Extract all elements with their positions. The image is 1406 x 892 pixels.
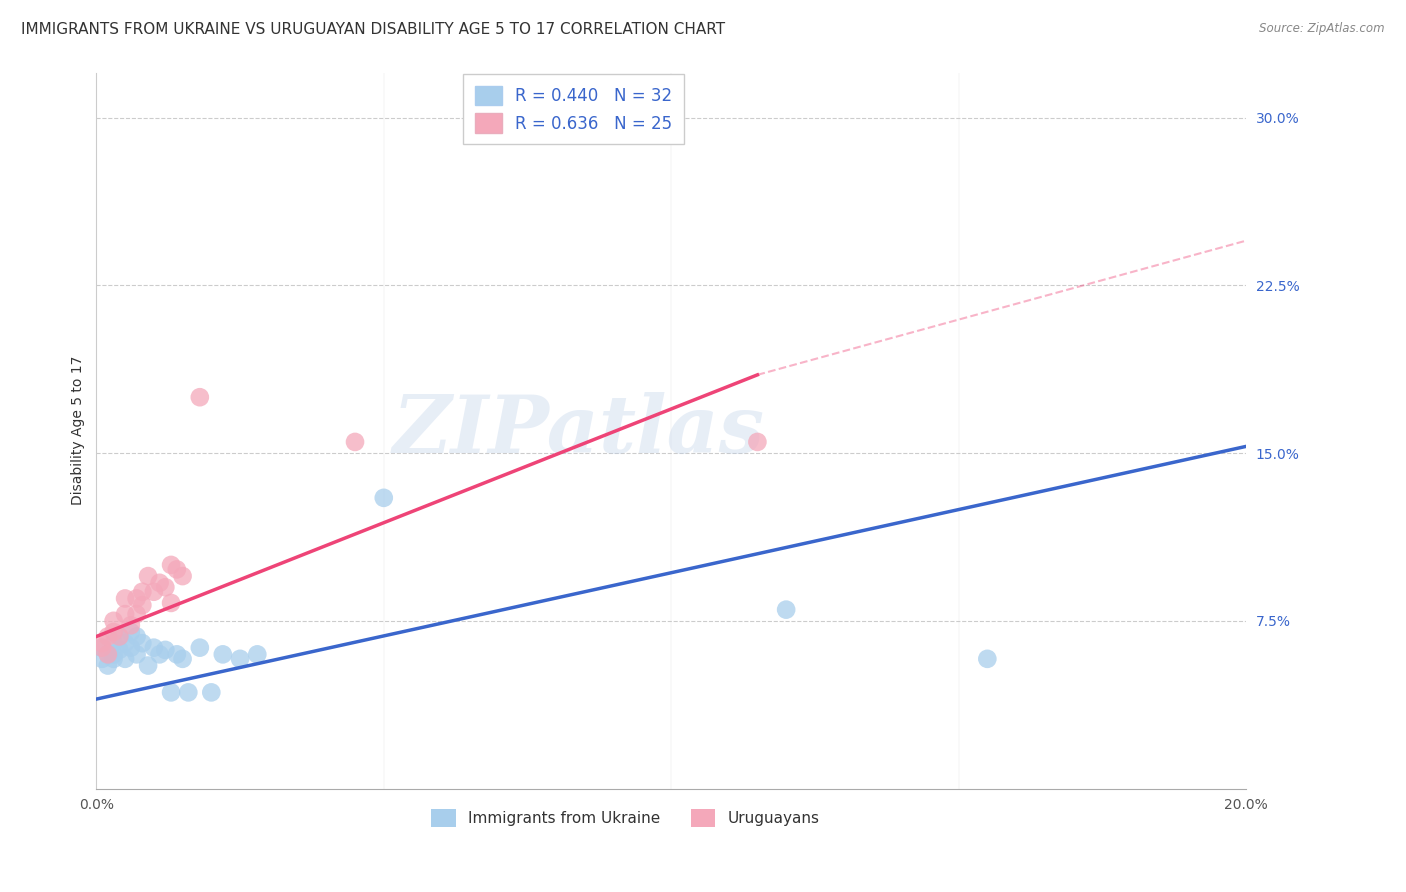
Point bbox=[103, 636, 125, 650]
Point bbox=[136, 569, 159, 583]
Point bbox=[188, 390, 211, 404]
Point bbox=[91, 636, 114, 650]
Point bbox=[172, 569, 194, 583]
Point bbox=[160, 685, 183, 699]
Point bbox=[177, 685, 200, 699]
Point bbox=[114, 636, 136, 650]
Point bbox=[188, 640, 211, 655]
Point bbox=[131, 598, 153, 612]
Point bbox=[97, 648, 120, 662]
Point bbox=[91, 652, 114, 666]
Point bbox=[103, 614, 125, 628]
Point bbox=[149, 575, 172, 590]
Text: ZIPatlas: ZIPatlas bbox=[394, 392, 765, 469]
Point bbox=[108, 630, 131, 644]
Point bbox=[155, 643, 177, 657]
Point bbox=[91, 640, 114, 655]
Point bbox=[120, 625, 142, 640]
Point bbox=[211, 648, 233, 662]
Legend: Immigrants from Ukraine, Uruguayans: Immigrants from Ukraine, Uruguayans bbox=[423, 802, 827, 835]
Point bbox=[142, 584, 165, 599]
Point bbox=[200, 685, 222, 699]
Point bbox=[160, 558, 183, 572]
Point bbox=[108, 643, 131, 657]
Point bbox=[114, 607, 136, 621]
Point bbox=[97, 630, 120, 644]
Point bbox=[108, 630, 131, 644]
Point bbox=[125, 630, 148, 644]
Point bbox=[142, 640, 165, 655]
Point bbox=[97, 658, 120, 673]
Point bbox=[373, 491, 395, 505]
Point bbox=[229, 652, 252, 666]
Point bbox=[136, 658, 159, 673]
Point bbox=[775, 602, 797, 616]
Point bbox=[344, 434, 367, 449]
Point bbox=[131, 636, 153, 650]
Point bbox=[120, 618, 142, 632]
Point bbox=[114, 652, 136, 666]
Point bbox=[91, 640, 114, 655]
Point bbox=[747, 434, 769, 449]
Point bbox=[246, 648, 269, 662]
Y-axis label: Disability Age 5 to 17: Disability Age 5 to 17 bbox=[72, 356, 86, 506]
Point bbox=[166, 562, 188, 576]
Point bbox=[103, 652, 125, 666]
Point bbox=[120, 640, 142, 655]
Text: IMMIGRANTS FROM UKRAINE VS URUGUAYAN DISABILITY AGE 5 TO 17 CORRELATION CHART: IMMIGRANTS FROM UKRAINE VS URUGUAYAN DIS… bbox=[21, 22, 725, 37]
Point bbox=[976, 652, 998, 666]
Point bbox=[103, 648, 125, 662]
Point bbox=[125, 591, 148, 606]
Point bbox=[172, 652, 194, 666]
Point bbox=[166, 648, 188, 662]
Point bbox=[155, 580, 177, 594]
Point bbox=[125, 648, 148, 662]
Point bbox=[131, 584, 153, 599]
Point bbox=[103, 625, 125, 640]
Point bbox=[125, 607, 148, 621]
Point bbox=[97, 648, 120, 662]
Point bbox=[149, 648, 172, 662]
Point bbox=[160, 596, 183, 610]
Point bbox=[114, 591, 136, 606]
Text: Source: ZipAtlas.com: Source: ZipAtlas.com bbox=[1260, 22, 1385, 36]
